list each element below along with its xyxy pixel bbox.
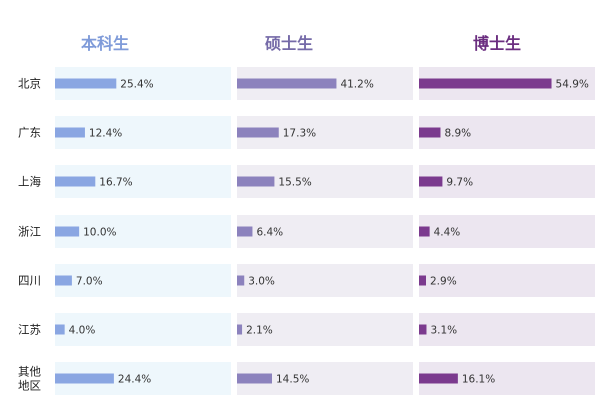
region-label: 浙江 xyxy=(18,225,41,239)
value-label-0-row-1: 12.4% xyxy=(89,128,122,140)
bar-1-row-2 xyxy=(237,176,275,187)
panel-1-row-4 xyxy=(237,264,413,297)
value-label-1-row-2: 15.5% xyxy=(278,177,311,189)
panel-1-row-3 xyxy=(237,215,413,248)
bar-1-row-5 xyxy=(237,324,243,335)
region-label: 四川 xyxy=(18,274,41,288)
bar-1-row-1 xyxy=(237,127,279,138)
value-label-0-row-5: 4.0% xyxy=(69,325,96,337)
column-header-0: 本科生 xyxy=(81,34,129,53)
bar-0-row-3 xyxy=(55,226,80,237)
value-label-0-row-3: 10.0% xyxy=(83,227,116,239)
value-label-2-row-4: 2.9% xyxy=(430,276,457,288)
value-label-1-row-3: 6.4% xyxy=(256,227,283,239)
bar-2-row-1 xyxy=(419,127,441,138)
bar-0-row-6 xyxy=(55,373,114,384)
bar-2-row-5 xyxy=(419,324,427,335)
value-label-1-row-5: 2.1% xyxy=(246,325,273,337)
bar-1-row-6 xyxy=(237,373,272,384)
bar-1-row-3 xyxy=(237,226,253,237)
bar-0-row-4 xyxy=(55,275,72,286)
value-label-0-row-4: 7.0% xyxy=(76,276,103,288)
value-label-1-row-1: 17.3% xyxy=(283,128,316,140)
value-label-2-row-6: 16.1% xyxy=(462,374,495,386)
region-label: 其他地区 xyxy=(18,365,41,393)
value-label-2-row-2: 9.7% xyxy=(446,177,473,189)
panel-0-row-4 xyxy=(55,264,231,297)
bar-2-row-0 xyxy=(419,78,552,89)
bar-0-row-2 xyxy=(55,176,96,187)
bar-2-row-2 xyxy=(419,176,443,187)
panel-0-row-5 xyxy=(55,313,231,346)
panel-1-row-5 xyxy=(237,313,413,346)
bar-1-row-0 xyxy=(237,78,337,89)
panel-2-row-2 xyxy=(419,165,595,198)
panel-2-row-3 xyxy=(419,215,595,248)
value-label-1-row-6: 14.5% xyxy=(276,374,309,386)
bar-0-row-0 xyxy=(55,78,117,89)
panel-0-row-3 xyxy=(55,215,231,248)
value-label-1-row-4: 3.0% xyxy=(248,276,275,288)
value-label-2-row-0: 54.9% xyxy=(556,79,589,91)
value-label-2-row-1: 8.9% xyxy=(444,128,471,140)
value-label-0-row-6: 24.4% xyxy=(118,374,151,386)
value-label-1-row-0: 41.2% xyxy=(340,79,373,91)
region-label: 北京 xyxy=(18,77,41,91)
bar-2-row-6 xyxy=(419,373,458,384)
column-header-1: 硕士生 xyxy=(265,34,313,53)
region-label: 广东 xyxy=(18,126,41,140)
column-header-2: 博士生 xyxy=(473,34,521,53)
panel-2-row-5 xyxy=(419,313,595,346)
value-label-0-row-2: 16.7% xyxy=(99,177,132,189)
bar-2-row-4 xyxy=(419,275,426,286)
region-label: 江苏 xyxy=(18,323,41,337)
region-label: 上海 xyxy=(18,175,41,189)
value-label-2-row-3: 4.4% xyxy=(434,227,461,239)
value-label-0-row-0: 25.4% xyxy=(120,79,153,91)
bar-0-row-5 xyxy=(55,324,65,335)
panel-2-row-1 xyxy=(419,116,595,149)
bar-0-row-1 xyxy=(55,127,85,138)
value-label-2-row-5: 3.1% xyxy=(430,325,457,337)
panel-2-row-4 xyxy=(419,264,595,297)
bar-2-row-3 xyxy=(419,226,430,237)
bar-1-row-4 xyxy=(237,275,245,286)
